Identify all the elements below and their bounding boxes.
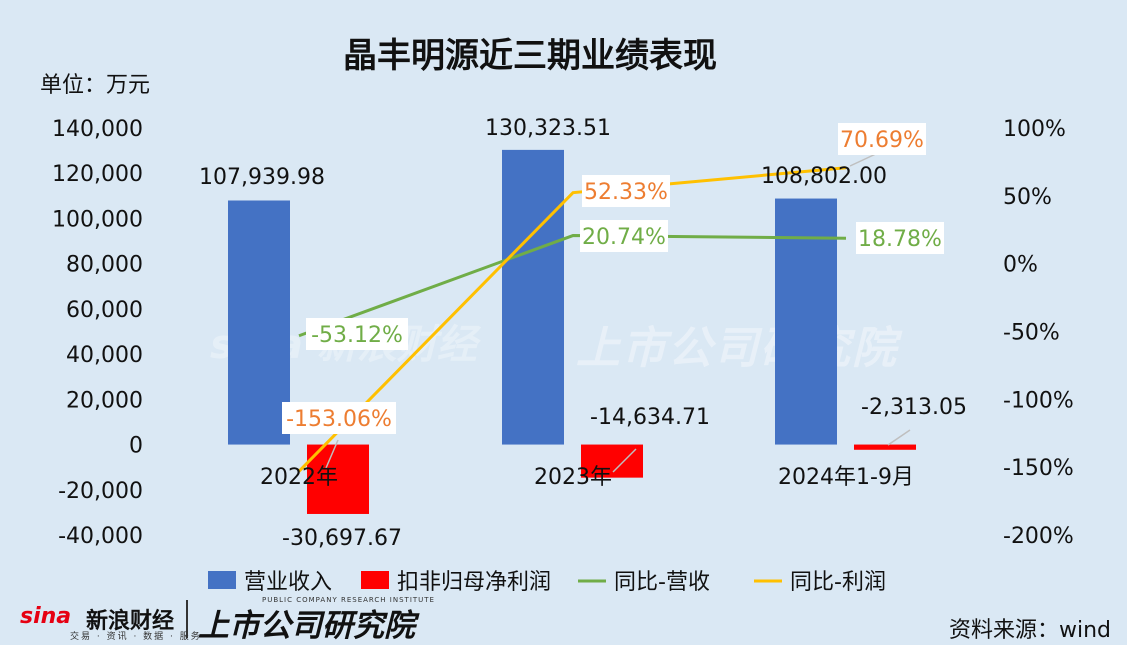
- y2-tick-label: 50%: [1003, 185, 1052, 210]
- revenue-yoy-label-box: [856, 222, 944, 254]
- y-tick-label: 120,000: [52, 162, 143, 187]
- y-tick-label: -20,000: [58, 479, 143, 504]
- revenue-yoy-label: 20.74%: [582, 225, 666, 250]
- unit-label: 单位：万元: [40, 73, 151, 98]
- y2-tick-label: -100%: [1003, 388, 1074, 413]
- publication-logo-subtext: PUBLIC COMPANY RESEARCH INSTITUTE: [262, 596, 435, 604]
- publication-logo: 上市公司研究院: [198, 608, 415, 644]
- watermark-publication: 上市公司研究院: [576, 323, 898, 374]
- revenue-yoy-label: 18.78%: [858, 227, 942, 252]
- legend-swatch: [361, 571, 389, 589]
- x-category-label: 2022年: [260, 465, 338, 490]
- sina-logo-subtext: 交易 · 资讯 · 数据 · 服务: [70, 632, 202, 642]
- revenue-yoy-label: -53.12%: [311, 323, 403, 348]
- revenue-bar-label: 107,939.98: [199, 165, 325, 190]
- y-tick-label: 140,000: [52, 117, 143, 142]
- y-tick-label: 40,000: [66, 343, 143, 368]
- profit-bar: [307, 444, 369, 514]
- profit-bar: [854, 444, 916, 450]
- profit-yoy-label: -153.06%: [286, 407, 392, 432]
- y-tick-label: -40,000: [58, 524, 143, 549]
- lines: [297, 166, 847, 473]
- source-note: 资料来源：wind: [948, 618, 1111, 643]
- brand-divider: [186, 600, 188, 638]
- chart: 140,000 120,000 100,000 80,000 60,000 40,000 2…: [52, 116, 1074, 595]
- revenue-bar: [502, 149, 564, 445]
- y2-axis-ticks: 100% 50% 0% -50% -100% -150% -200%: [1003, 117, 1074, 549]
- x-category-label: 2023年: [534, 465, 612, 490]
- profit-yoy-label-box: [282, 402, 396, 434]
- revenue-bar: [228, 200, 290, 445]
- y2-tick-label: 100%: [1003, 117, 1066, 142]
- profit-yoy-label-box: [838, 123, 926, 155]
- legend-label: 扣非归母净利润: [397, 570, 551, 595]
- profit-bar-label: -14,634.71: [590, 405, 710, 430]
- data-labels: 107,939.98 130,323.51 108,802.00 -30,697.67…: [199, 116, 967, 551]
- leader-line: [887, 429, 911, 446]
- profit-bar: [581, 444, 643, 478]
- profit-yoy-label: 70.69%: [840, 128, 924, 153]
- bars: [228, 149, 916, 514]
- y-tick-label: 80,000: [66, 253, 143, 278]
- y2-tick-label: -150%: [1003, 456, 1074, 481]
- revenue-bar: [775, 198, 837, 445]
- legend-swatch: [208, 571, 236, 589]
- legend: 营业收入 扣非归母净利润 同比-营收 同比-利润: [208, 570, 886, 595]
- profit-yoy-label-box: [582, 175, 670, 207]
- leader-line: [325, 439, 339, 469]
- y-tick-label: 20,000: [66, 388, 143, 413]
- legend-label: 同比-营收: [614, 570, 710, 595]
- revenue-yoy-label-box: [306, 318, 408, 350]
- legend-label: 营业收入: [244, 570, 332, 595]
- y2-tick-label: -50%: [1003, 321, 1060, 346]
- y-tick-label: 100,000: [52, 207, 143, 232]
- profit-bar-label: -2,313.05: [861, 395, 967, 420]
- revenue-yoy-line: [298, 234, 847, 338]
- x-category-label: 2024年1-9月: [778, 465, 914, 490]
- y2-tick-label: 0%: [1003, 253, 1038, 278]
- y-axis-ticks: 140,000 120,000 100,000 80,000 60,000 40,000 2…: [52, 117, 143, 549]
- revenue-yoy-label-box: [580, 220, 668, 252]
- x-axis-ticks: 2022年 2023年 2024年1-9月: [260, 465, 914, 490]
- profit-yoy-label: 52.33%: [584, 180, 668, 205]
- y2-tick-label: -200%: [1003, 524, 1074, 549]
- revenue-bar-label: 130,323.51: [485, 116, 611, 141]
- y-tick-label: 60,000: [66, 298, 143, 323]
- sina-logo-text: 新浪财经: [86, 609, 175, 634]
- sina-logo: sina: [20, 604, 72, 629]
- chart-title: 晶丰明源近三期业绩表现: [343, 36, 717, 76]
- leader-line: [612, 448, 637, 473]
- profit-yoy-line: [297, 166, 847, 473]
- profit-bar-label: -30,697.67: [282, 526, 402, 551]
- legend-label: 同比-利润: [790, 570, 886, 595]
- revenue-bar-label: 108,802.00: [761, 164, 887, 189]
- y-tick-label: 0: [129, 434, 143, 459]
